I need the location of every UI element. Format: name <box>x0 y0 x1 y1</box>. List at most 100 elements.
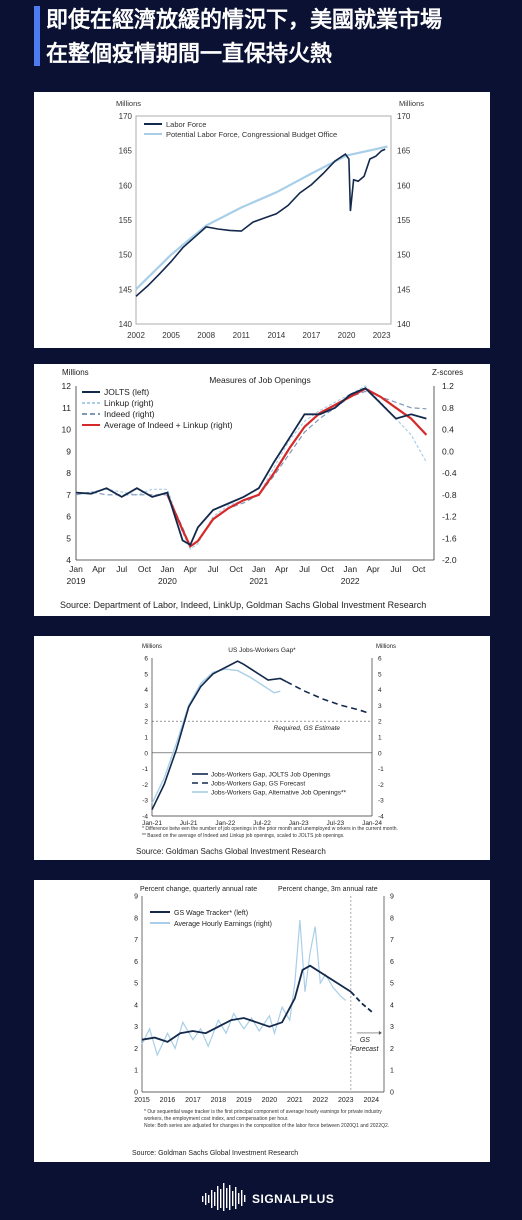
y-tick-label-right: -0.4 <box>442 468 457 478</box>
reference-line-label: Required, GS Estimate <box>274 725 341 732</box>
y-tick-label-right: 165 <box>397 147 411 156</box>
y-tick-label-left: 1 <box>144 735 148 742</box>
y-tick-label-right: 7 <box>390 937 394 944</box>
series-potential-labor-force <box>135 145 388 291</box>
y-tick-label-left: 155 <box>119 216 133 225</box>
y-tick-label-right: 145 <box>397 285 411 294</box>
signalplus-logo-icon <box>202 1183 246 1211</box>
x-tick-label: Jul-21 <box>180 820 198 827</box>
x-tick-label: 2019 <box>236 1097 252 1104</box>
y-tick-label-right: -1.2 <box>442 512 457 522</box>
x-tick-label: Jan <box>343 564 357 574</box>
x-tick-label: 2020 <box>338 331 356 340</box>
footnote-3b: ** Based on the average of Indeed and Li… <box>142 833 345 839</box>
legend-label: Potential Labor Force, Congressional Bud… <box>166 130 337 139</box>
series-line-3 <box>166 387 428 549</box>
x-tick-label: Apr <box>366 564 379 574</box>
x-tick-label: 2021 <box>287 1097 303 1104</box>
x-tick-label: 2015 <box>134 1097 150 1104</box>
y-tick-label-right: 0.8 <box>442 403 454 413</box>
y-tick-label-right: 9 <box>390 894 394 901</box>
y-tick-label-right: 2 <box>390 1046 394 1053</box>
y-tick-label-right: 1 <box>378 735 382 742</box>
y-tick-label-left: 3 <box>144 703 148 710</box>
plot-frame <box>135 115 392 325</box>
source-note-3: Source: Goldman Sachs Global Investment … <box>136 847 326 856</box>
x-tick-label: Jan <box>69 564 83 574</box>
y-tick-label-left: 8 <box>134 915 138 922</box>
x-tick-label: 2016 <box>160 1097 176 1104</box>
y-tick-label-right: -1 <box>378 766 384 773</box>
y-tick-label-right: 160 <box>397 181 411 190</box>
y-tick-label-left: -1 <box>142 766 148 773</box>
x-tick-label: Jan-22 <box>215 820 235 827</box>
legend-label: Jobs-Workers Gap, JOLTS Job Openings <box>211 772 331 779</box>
series-line-1 <box>286 680 370 715</box>
x-tick-label: Jul <box>299 564 310 574</box>
title-line-2: 在整個疫情期間一直保持火熱 <box>46 42 333 67</box>
y-tick-label-left: 12 <box>62 381 72 391</box>
y-tick-label-right: -3 <box>378 798 384 805</box>
y-tick-label-left: 160 <box>119 181 133 190</box>
y-tick-label-left: 0 <box>144 750 148 757</box>
y-tick-label-left: 6 <box>134 959 138 966</box>
x-tick-label: 2022 <box>313 1097 329 1104</box>
y-tick-label-right: 0 <box>378 750 382 757</box>
footnote-4: * Our sequential wage tracker is the fir… <box>144 1109 390 1130</box>
y-axis-label-right: Millions <box>376 644 396 650</box>
x-tick-label: Jan-23 <box>289 820 309 827</box>
y-axis-label-right: Z-scores <box>432 368 463 377</box>
y-tick-label-right: 170 <box>397 112 411 121</box>
y-tick-label-right: 6 <box>390 959 394 966</box>
x-tick-label: Oct <box>138 564 152 574</box>
y-tick-label-left: 6 <box>66 512 71 522</box>
x-tick-label: 2008 <box>197 331 215 340</box>
source-note-4: Source: Goldman Sachs Global Investment … <box>132 1150 299 1157</box>
x-tick-label: 2002 <box>127 331 145 340</box>
y-tick-label-left: -4 <box>142 814 148 821</box>
x-year-label: 2021 <box>249 576 268 586</box>
x-year-label: 2019 <box>67 576 86 586</box>
title-line-1: 即使在經濟放緩的情況下，美國就業市場 <box>46 8 443 33</box>
y-tick-label-right: 2 <box>378 719 382 726</box>
x-tick-label: Jan-21 <box>142 820 162 827</box>
x-tick-label: Jul <box>116 564 127 574</box>
title-accent-bar <box>34 6 40 66</box>
y-tick-label-left: 170 <box>119 112 133 121</box>
x-tick-label: Apr <box>184 564 197 574</box>
x-tick-label: Jul <box>390 564 401 574</box>
y-axis-label-left: Percent change, quarterly annual rate <box>140 886 257 893</box>
series-line-2 <box>141 919 347 1057</box>
x-tick-label: 2018 <box>211 1097 227 1104</box>
series-line-0 <box>141 964 352 1043</box>
y-tick-label-right: 0.4 <box>442 425 454 435</box>
x-tick-label: Apr <box>92 564 105 574</box>
footnote-4b: Note: Both series are adjusted for chang… <box>144 1123 390 1129</box>
y-tick-label-right: 0 <box>390 1090 394 1097</box>
y-tick-label-right: 0.0 <box>442 446 454 456</box>
y-tick-label-left: -3 <box>142 798 148 805</box>
x-tick-label: 2020 <box>262 1097 278 1104</box>
y-tick-label-right: 4 <box>378 687 382 694</box>
x-tick-label: Jan-24 <box>362 820 382 827</box>
legend-label: Jobs-Workers Gap, GS Forecast <box>211 781 305 788</box>
x-tick-label: 2023 <box>338 1097 354 1104</box>
x-tick-label: 2011 <box>233 331 251 340</box>
y-tick-label-left: 2 <box>144 719 148 726</box>
legend-label: Average of Indeed + Linkup (right) <box>104 420 233 430</box>
y-tick-label-right: 1 <box>390 1068 394 1075</box>
y-axis-label-left: Millions <box>116 99 141 108</box>
y-tick-label-left: 145 <box>119 285 133 294</box>
x-tick-label: 2017 <box>185 1097 201 1104</box>
legend-label: Indeed (right) <box>104 409 155 419</box>
y-tick-label-right: -2.0 <box>442 555 457 565</box>
y-tick-label-right: -0.8 <box>442 490 457 500</box>
chart-panel-wage-tracker: Percent change, quarterly annual rate Per… <box>34 880 490 1162</box>
y-axis-label-left: Millions <box>62 368 89 377</box>
y-tick-label-right: 3 <box>390 1024 394 1031</box>
x-tick-label: Jan <box>161 564 175 574</box>
series-line-1 <box>350 991 375 1015</box>
y-tick-label-right: 150 <box>397 251 411 260</box>
source-note-2: Source: Department of Labor, Indeed, Lin… <box>60 600 427 610</box>
x-tick-label: Jul-22 <box>253 820 271 827</box>
